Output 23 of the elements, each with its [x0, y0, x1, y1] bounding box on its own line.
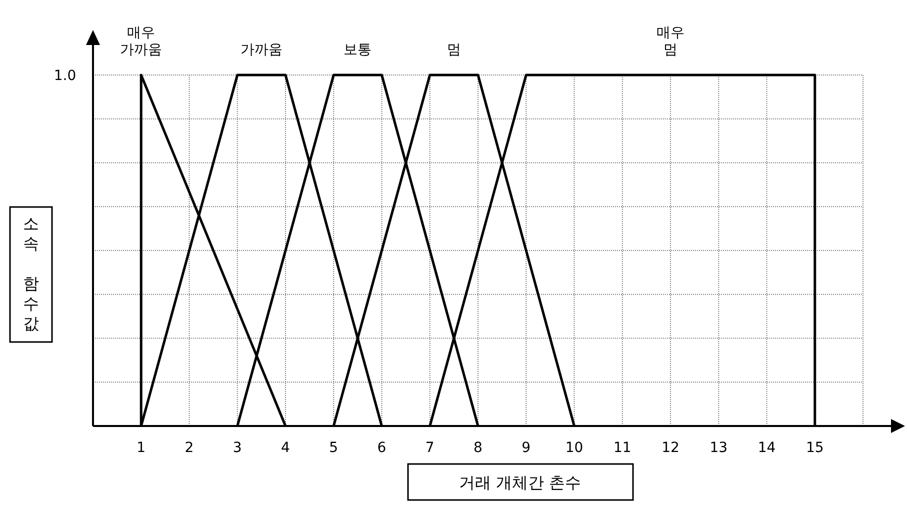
x-tick-label: 10 [565, 440, 584, 456]
x-tick-label: 6 [377, 440, 386, 456]
x-tick-label: 12 [662, 440, 680, 456]
series-label: 멈 [446, 42, 461, 58]
legend-label: 매우 가까움 [120, 25, 162, 58]
x-tick-label: 7 [425, 440, 434, 456]
x-tick-label: 15 [806, 440, 824, 456]
x-tick-label: 9 [522, 440, 531, 456]
x-tick-label: 2 [184, 440, 194, 456]
x-tick-label: 8 [474, 440, 482, 456]
x-tick-label: 11 [613, 440, 632, 456]
x-axis-title: 거래 개체간 촌수 [458, 473, 582, 492]
text: 1.0 [54, 68, 76, 84]
x-tick-label: 14 [758, 440, 776, 456]
series-label: 가까움 [240, 42, 282, 58]
x-tick-label: 4 [281, 440, 290, 456]
x-tick-label: 1 [136, 440, 146, 456]
text: 소속 함수값 [23, 214, 39, 333]
series-label: 매우 멈 [656, 25, 684, 58]
x-tick-label: 5 [329, 440, 338, 456]
x-tick-label: 3 [232, 440, 242, 456]
series-label: 보통 [344, 42, 372, 58]
x-tick-label: 13 [710, 440, 728, 456]
